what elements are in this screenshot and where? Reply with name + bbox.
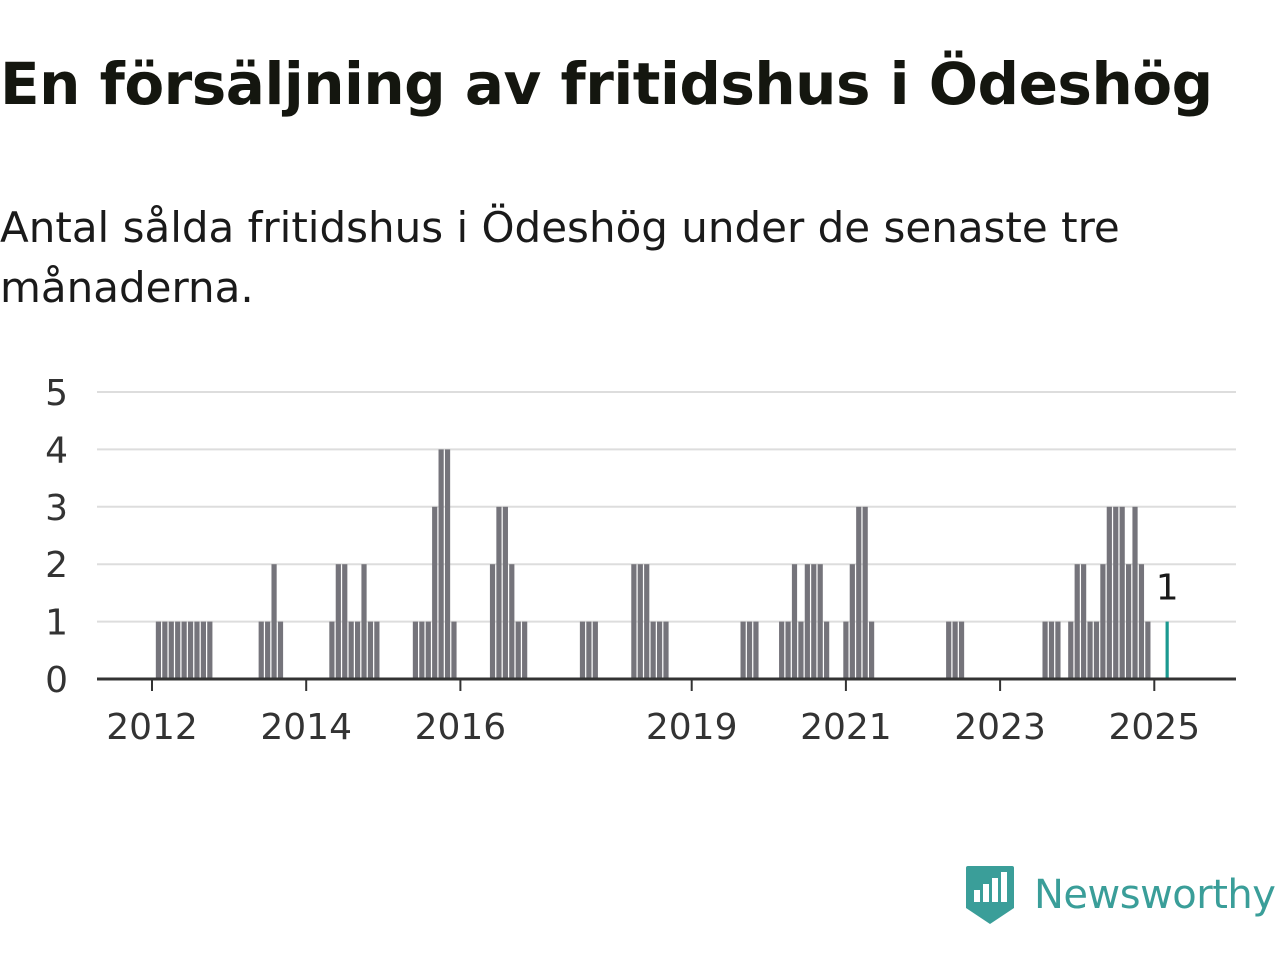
bar bbox=[1068, 621, 1074, 679]
bar bbox=[650, 621, 656, 679]
bar bbox=[1087, 621, 1093, 679]
bar bbox=[342, 564, 348, 679]
y-tick-label: 3 bbox=[45, 488, 68, 529]
bar bbox=[451, 621, 457, 679]
bar bbox=[798, 621, 804, 679]
bar bbox=[432, 506, 438, 679]
y-tick-label: 1 bbox=[45, 603, 68, 644]
bar bbox=[753, 621, 759, 679]
bar bbox=[200, 621, 206, 679]
x-tick-label: 2012 bbox=[106, 707, 198, 748]
bar bbox=[155, 621, 162, 679]
bar bbox=[1093, 621, 1100, 679]
bar bbox=[367, 621, 374, 679]
bar bbox=[355, 621, 361, 679]
bar bbox=[804, 564, 810, 679]
bar bbox=[843, 621, 849, 679]
bar bbox=[869, 621, 875, 679]
chart-subtitle: Antal sålda fritidshus i Ödeshög under d… bbox=[0, 203, 1120, 312]
bar bbox=[637, 564, 643, 679]
bar bbox=[438, 449, 444, 679]
bar bbox=[1138, 564, 1145, 679]
bar bbox=[740, 621, 746, 679]
bar bbox=[586, 621, 592, 679]
bar bbox=[1126, 564, 1132, 679]
bar bbox=[444, 449, 451, 679]
y-tick-label: 2 bbox=[45, 545, 68, 586]
x-tick-label: 2025 bbox=[1108, 707, 1200, 748]
bar bbox=[175, 621, 181, 679]
bar bbox=[817, 564, 823, 679]
bar bbox=[1081, 564, 1087, 679]
bar bbox=[419, 621, 425, 679]
bar bbox=[162, 621, 168, 679]
bar bbox=[579, 621, 586, 679]
bar bbox=[258, 621, 264, 679]
bar bbox=[277, 621, 284, 679]
bar bbox=[946, 621, 952, 679]
data-label: 1 bbox=[1156, 568, 1179, 609]
chart-title: En försäljning av fritidshus i Ödeshög bbox=[0, 50, 1213, 118]
bar bbox=[1132, 506, 1138, 679]
bar bbox=[631, 564, 637, 679]
bar bbox=[811, 564, 817, 679]
bar bbox=[952, 621, 958, 679]
bar bbox=[515, 621, 521, 679]
bar bbox=[522, 621, 528, 679]
x-tick-label: 2016 bbox=[415, 707, 507, 748]
x-tick-label: 2023 bbox=[954, 707, 1046, 748]
x-tick-label: 2019 bbox=[646, 707, 738, 748]
bar bbox=[1145, 621, 1151, 679]
bar bbox=[425, 621, 431, 679]
bar bbox=[644, 564, 650, 679]
bar bbox=[329, 621, 335, 679]
bar bbox=[1119, 506, 1125, 679]
bar bbox=[361, 564, 367, 679]
brand-name: Newsworthy bbox=[1034, 872, 1276, 918]
bar bbox=[592, 621, 598, 679]
bar bbox=[271, 564, 277, 679]
bar-highlight bbox=[1165, 621, 1169, 679]
bar bbox=[785, 621, 791, 679]
x-tick-label: 2021 bbox=[800, 707, 892, 748]
bar bbox=[791, 564, 798, 679]
bar bbox=[207, 621, 213, 679]
bar bbox=[1113, 506, 1119, 679]
x-tick-label: 2014 bbox=[260, 707, 352, 748]
bar bbox=[335, 564, 341, 679]
bar bbox=[1074, 564, 1080, 679]
newsworthy-logo-icon bbox=[966, 866, 1014, 924]
bar bbox=[194, 621, 200, 679]
bar bbox=[746, 621, 753, 679]
bar bbox=[1100, 564, 1106, 679]
bar bbox=[1042, 621, 1048, 679]
bar bbox=[824, 621, 830, 679]
y-tick-label: 5 bbox=[45, 373, 68, 414]
bar bbox=[849, 564, 855, 679]
bar bbox=[509, 564, 515, 679]
bar bbox=[1048, 621, 1055, 679]
bar bbox=[181, 621, 187, 679]
bar bbox=[374, 621, 380, 679]
newsworthy-logo: Newsworthy bbox=[964, 864, 1276, 926]
bar bbox=[187, 621, 194, 679]
bar bbox=[856, 506, 862, 679]
bar bbox=[663, 621, 669, 679]
bar bbox=[412, 621, 419, 679]
bar bbox=[496, 506, 502, 679]
bar bbox=[1106, 506, 1112, 679]
y-tick-label: 0 bbox=[45, 660, 68, 701]
bar-chart: 0 1 2 3 4 5 1 2012 2014 2016 2019 2021 2023 2025 bbox=[45, 373, 1236, 748]
bar bbox=[265, 621, 271, 679]
bar bbox=[502, 506, 508, 679]
y-tick-label: 4 bbox=[45, 430, 68, 471]
bar bbox=[779, 621, 785, 679]
bar bbox=[168, 621, 174, 679]
bar bbox=[489, 564, 496, 679]
bar bbox=[958, 621, 965, 679]
bar bbox=[1055, 621, 1061, 679]
bar bbox=[862, 506, 868, 679]
bar bbox=[348, 621, 354, 679]
bar bbox=[656, 621, 663, 679]
